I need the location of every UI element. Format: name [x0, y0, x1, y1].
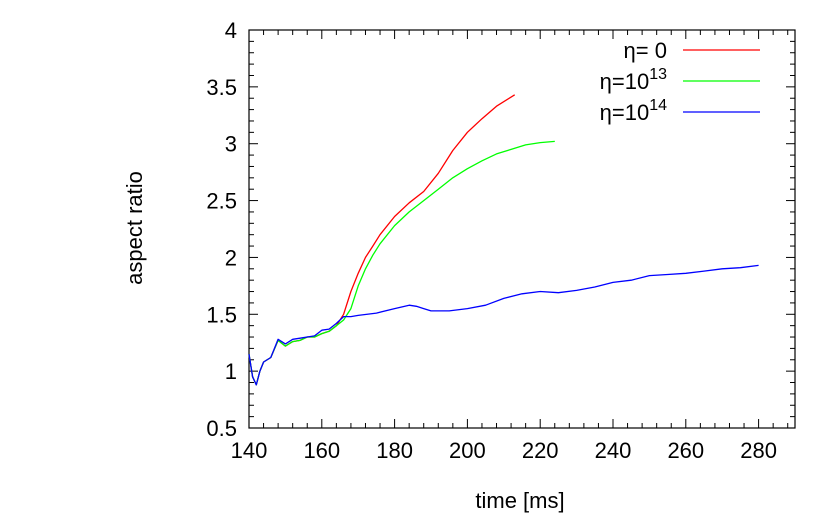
x-tick-label: 260 [667, 438, 704, 463]
legend-label-0: η= 0 [624, 38, 667, 63]
y-tick-label: 0.5 [206, 416, 237, 441]
legend-symbol: η [600, 100, 612, 125]
legend-text: =10 [612, 69, 649, 94]
x-tick-label: 280 [740, 438, 777, 463]
x-tick-label: 160 [303, 438, 340, 463]
legend-label-2: η=1014 [600, 97, 667, 125]
plot-frame [248, 29, 796, 429]
x-tick-label: 140 [231, 438, 268, 463]
legend-text: =10 [612, 100, 649, 125]
series-lines [248, 94, 759, 386]
legend-text: = 0 [636, 38, 667, 63]
plot-border [248, 29, 796, 429]
axis-ticks [248, 29, 795, 429]
y-tick-label: 4 [225, 18, 237, 43]
x-tick-label: 240 [595, 438, 632, 463]
x-axis-label: time [ms] [475, 488, 564, 513]
y-tick-label: 3.5 [206, 75, 237, 100]
legend-superscript: 13 [649, 66, 667, 83]
legend-label-1: η=1013 [600, 66, 667, 94]
x-tick-label: 200 [449, 438, 486, 463]
tick-labels: 0.5 1 1.5 2 2.5 3 3.5 4 140 160 180 200 220 240 260 280 [206, 18, 777, 463]
y-tick-label: 1.5 [206, 302, 237, 327]
legend-symbol: η [600, 69, 612, 94]
x-tick-label: 180 [376, 438, 413, 463]
series-line-2 [248, 264, 759, 386]
y-tick-label: 2.5 [206, 189, 237, 214]
y-axis-label: aspect ratio [122, 171, 147, 285]
legend-superscript: 14 [649, 97, 667, 114]
x-tick-label: 220 [522, 438, 559, 463]
legend-symbol: η [624, 38, 636, 63]
y-tick-label: 1 [225, 359, 237, 384]
series-line-1 [248, 140, 555, 386]
y-tick-label: 3 [225, 132, 237, 157]
y-tick-label: 2 [225, 245, 237, 270]
